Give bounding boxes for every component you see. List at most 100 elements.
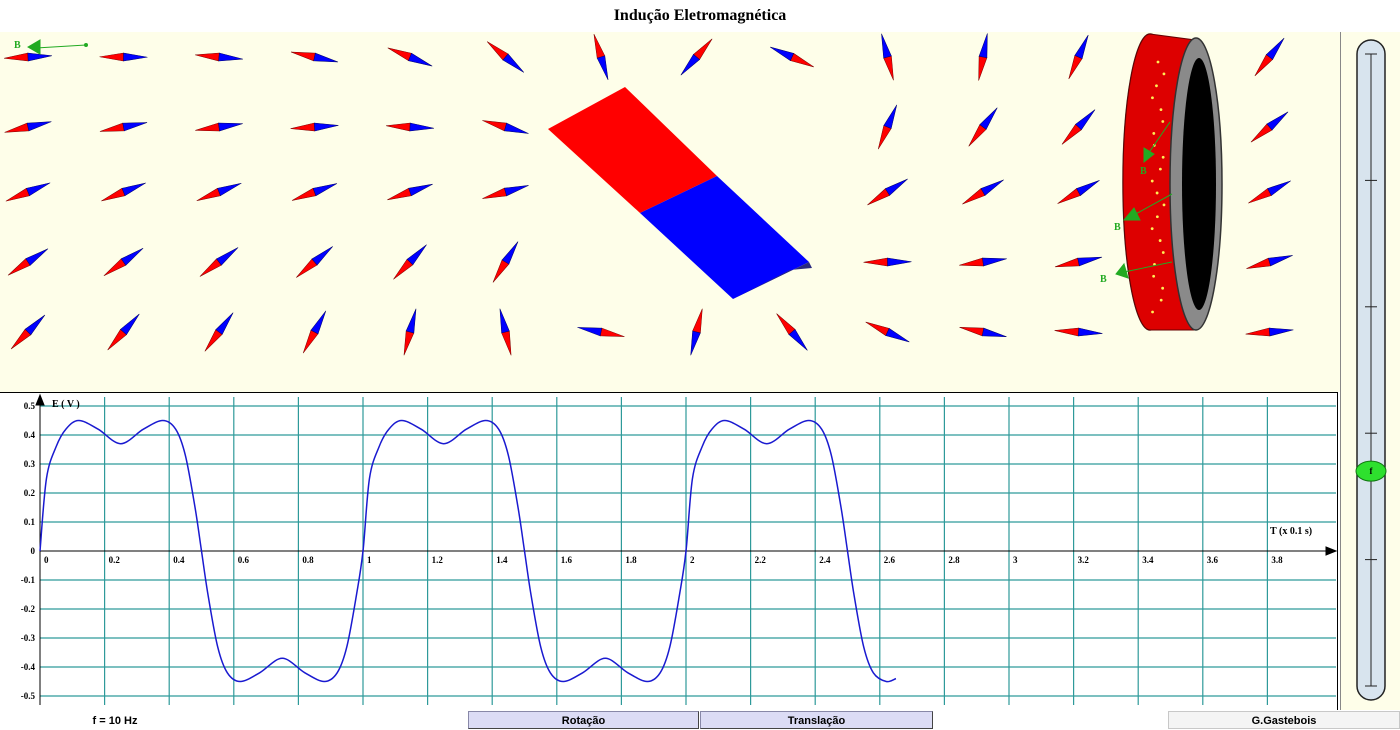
slider-knob[interactable]: f [1355, 460, 1387, 482]
field-canvas: B B B B [3, 33, 1294, 356]
b-vector-coil-3: B [1100, 261, 1173, 285]
compass-needle [1068, 34, 1089, 80]
coil-wire-dot [1162, 72, 1166, 76]
grid-horizontal [40, 405, 1336, 697]
y-tick-label: -0.2 [21, 604, 36, 614]
compass-needle [199, 247, 239, 277]
x-axis-label: T (x 0.1 s) [1270, 526, 1312, 537]
x-tick-label: 1.2 [432, 555, 444, 565]
compass-needle [5, 182, 51, 202]
compass-needle [1250, 111, 1289, 143]
y-tick-label: 0.2 [24, 488, 36, 498]
compass-needle [865, 321, 910, 343]
coil-wire-dot [1155, 215, 1159, 219]
compass-needle [3, 52, 53, 62]
compass-needle [393, 244, 427, 280]
compass-needle [107, 313, 140, 351]
x-axis-arrow [1325, 546, 1338, 556]
magnetic-field-area[interactable]: B B B B [0, 32, 1340, 392]
compass-needle [290, 51, 339, 63]
frequency-slider[interactable]: f [1341, 32, 1399, 710]
coil-wire-dot [1158, 167, 1162, 171]
compass-needle [482, 185, 529, 199]
translation-button[interactable]: Translação [700, 711, 933, 729]
x-tick-label: 3.2 [1078, 555, 1090, 565]
compass-needle [968, 107, 998, 147]
compass-needle [877, 104, 898, 150]
y-tick-label: -0.5 [21, 691, 36, 701]
x-tick-label: 0 [44, 555, 49, 565]
x-tick-label: 1 [367, 555, 372, 565]
rotation-button[interactable]: Rotação [468, 711, 699, 729]
coil-wire-dot [1156, 60, 1160, 64]
b-vector-legend: B [14, 39, 88, 55]
emf-graph: E ( V ) T (x 0.1 s) 0.5 0.4 0.3 0.2 0.1 0 -0.1… [0, 392, 1338, 710]
compass-needle [863, 257, 912, 267]
y-tick-label: 0.1 [24, 517, 36, 527]
compass-needle [680, 38, 713, 76]
y-tick-label: -0.4 [21, 662, 36, 672]
compass-needle [291, 183, 338, 201]
bar-magnet-icon[interactable] [548, 87, 812, 299]
coil-wire-dot [1161, 251, 1165, 254]
compass-needle [593, 33, 609, 81]
compass-needle [387, 183, 433, 201]
x-tick-labels: 0 0.2 0.4 0.6 0.8 1 1.2 1.4 1.6 1.8 2 2.2 2.4 2.6 2.8 3… [44, 555, 1283, 565]
slider-knob-label: f [1370, 466, 1374, 476]
svg-text:B: B [1114, 222, 1121, 233]
x-tick-label: 2.8 [948, 555, 960, 565]
x-tick-label: 0.6 [238, 555, 250, 565]
compass-needle [959, 257, 1007, 267]
compass-needle [690, 308, 703, 356]
compass-needle [195, 122, 243, 132]
compass-needle [486, 41, 525, 73]
compass-needle [1254, 37, 1285, 77]
compass-needle [103, 247, 144, 277]
compass-needle [770, 46, 814, 68]
x-tick-label: 3 [1013, 555, 1018, 565]
compass-needle [1245, 327, 1294, 337]
x-tick-label: 2 [690, 555, 695, 565]
compass-needle [1054, 256, 1103, 268]
coil-wire-dot [1151, 96, 1154, 100]
compass-needle [962, 179, 1004, 205]
magnet-shadow [733, 262, 812, 299]
compass-needle [959, 326, 1007, 338]
y-tick-labels: 0.5 0.4 0.3 0.2 0.1 0 -0.1 -0.2 -0.3 -0.4 -0.5 [21, 401, 36, 701]
coil-wire-dot [1158, 239, 1162, 242]
coil-wire-dot [1161, 120, 1165, 123]
emf-chart: E ( V ) T (x 0.1 s) 0.5 0.4 0.3 0.2 0.1 0 -0.1… [21, 393, 1338, 705]
y-axis-arrow [35, 393, 45, 406]
frequency-slider-panel: f [1340, 32, 1400, 710]
compass-needle [7, 248, 49, 276]
b-vectors: B B B B [14, 39, 1173, 285]
x-tick-label: 0.4 [173, 555, 185, 565]
compass-needle [296, 246, 333, 278]
x-tick-label: 2.4 [819, 555, 831, 565]
compass-needle [499, 308, 512, 356]
compass-needle [204, 312, 234, 352]
y-tick-label: 0 [31, 546, 36, 556]
compass-needle [4, 121, 52, 133]
compass-needle [10, 314, 46, 350]
slider-ticks [1365, 53, 1377, 687]
svg-text:B: B [1100, 274, 1107, 285]
compass-needle [387, 47, 433, 67]
b-vector-coil-2: B [1114, 193, 1173, 233]
coil-hole [1182, 58, 1216, 310]
compass-needle [978, 33, 988, 81]
author-label: G.Gastebois [1168, 711, 1400, 729]
x-tick-label: 1.4 [496, 555, 508, 565]
svg-text:B: B [1140, 166, 1147, 177]
coil-wire-dot [1159, 298, 1163, 302]
compass-needle [99, 122, 148, 132]
compass-needle [1054, 327, 1103, 337]
x-tick-label: 2.2 [755, 555, 767, 565]
compass-needle [1057, 180, 1100, 204]
y-tick-label: -0.3 [21, 633, 36, 643]
emf-series-line [39, 419, 897, 683]
coil-icon[interactable] [1122, 33, 1223, 331]
magnet-south-pole [640, 176, 809, 299]
compass-needle [195, 52, 243, 62]
compass-needle [99, 52, 148, 62]
